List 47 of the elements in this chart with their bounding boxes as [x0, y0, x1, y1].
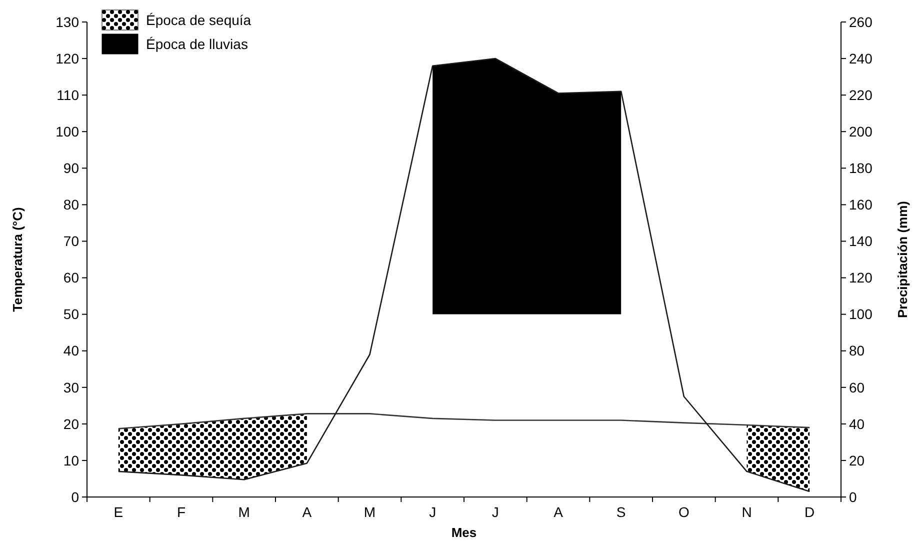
- x-tick-label: F: [176, 504, 186, 520]
- x-tick-label: E: [114, 504, 124, 520]
- y2-tick-label: 200: [849, 124, 873, 140]
- y-tick-label: 120: [56, 50, 80, 66]
- y2-tick-label: 120: [849, 270, 873, 286]
- y2-axis-title: Precipitación (mm): [895, 200, 910, 318]
- y-tick-label: 40: [63, 342, 80, 359]
- legend-label: Época de sequía: [146, 12, 252, 28]
- x-tick-label: M: [238, 504, 250, 520]
- x-tick-label: J: [429, 504, 436, 520]
- y-tick-label: 80: [63, 196, 80, 213]
- y2-tick-label: 0: [849, 488, 857, 505]
- y2-tick-label: 160: [849, 196, 873, 213]
- y2-tick-label: 100: [849, 306, 873, 322]
- y-tick-label: 130: [56, 14, 80, 30]
- x-tick-label: J: [492, 504, 499, 520]
- y-tick-label: 0: [71, 488, 80, 505]
- y-tick-label: 60: [63, 270, 80, 286]
- y2-tick-label: 80: [849, 342, 865, 359]
- x-axis-title: Mes: [451, 525, 477, 540]
- y2-tick-label: 240: [849, 50, 873, 66]
- y2-tick-label: 140: [849, 233, 873, 250]
- y2-tick-label: 220: [849, 86, 873, 103]
- y2-tick-label: 180: [849, 160, 873, 176]
- y-tick-label: 30: [63, 379, 80, 396]
- y2-tick-label: 260: [849, 14, 873, 30]
- x-tick-label: A: [554, 504, 564, 520]
- y-axis-title: Temperatura (°C): [10, 207, 25, 312]
- y-tick-label: 90: [63, 160, 80, 176]
- line-series: [118, 413, 810, 430]
- y2-tick-label: 20: [849, 452, 865, 468]
- x-tick-label: D: [804, 504, 815, 520]
- x-tick-label: M: [364, 504, 376, 520]
- y-tick-label: 20: [63, 416, 80, 432]
- legend-label: Época de lluvias: [146, 36, 248, 52]
- x-tick-label: A: [302, 504, 312, 520]
- y2-tick-label: 60: [849, 379, 865, 396]
- x-tick-label: N: [742, 504, 752, 520]
- y-tick-label: 70: [63, 233, 80, 250]
- x-tick-label: O: [678, 504, 690, 520]
- y-tick-label: 100: [56, 124, 80, 140]
- x-tick-label: S: [616, 504, 626, 520]
- line-series: [118, 58, 810, 492]
- y-tick-label: 50: [63, 306, 80, 322]
- y2-tick-label: 40: [849, 416, 865, 432]
- y-tick-label: 110: [56, 86, 80, 103]
- y-tick-label: 10: [63, 452, 80, 468]
